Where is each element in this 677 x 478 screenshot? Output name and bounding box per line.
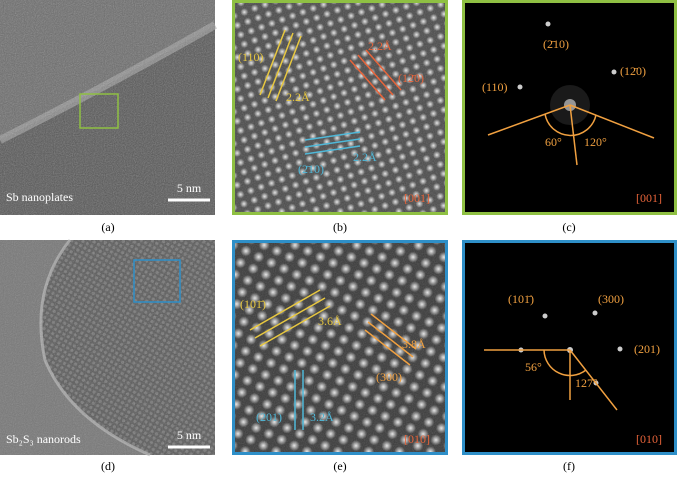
annotation: (12̄0) bbox=[398, 71, 424, 85]
annotation: (201) bbox=[256, 410, 282, 424]
annotation: (201) bbox=[634, 342, 660, 356]
panel-e: (101̄) 3.6Å 3.8Å (300) (201) 3.2Å [010] bbox=[232, 240, 448, 455]
annotation: 127° bbox=[575, 376, 598, 390]
annotation: 3.2Å bbox=[310, 410, 334, 424]
caption: (e) bbox=[333, 459, 346, 473]
annotation: 56° bbox=[525, 360, 542, 374]
caption: (b) bbox=[333, 220, 347, 234]
panel-d: Sb₂S₃ nanorods 5 nm bbox=[0, 239, 215, 457]
panel-label: Sb₂S₃ nanorods bbox=[6, 432, 81, 446]
annotation: (300) bbox=[598, 292, 624, 306]
caption: (a) bbox=[101, 220, 114, 234]
scale-bar-label: 5 nm bbox=[177, 428, 202, 442]
caption: (f) bbox=[563, 459, 575, 473]
caption: (c) bbox=[562, 220, 575, 234]
annotation: 2.2Å bbox=[353, 150, 377, 164]
caption: (d) bbox=[101, 459, 115, 473]
annotation: (101̄) bbox=[240, 297, 266, 311]
scale-bar-label: 5 nm bbox=[177, 181, 202, 195]
annotation: 60° bbox=[545, 135, 562, 149]
panel-label: Sb nanoplates bbox=[6, 190, 73, 204]
panel-a: Sb nanoplates 5 nm bbox=[0, 0, 217, 215]
annotation: (12̄0) bbox=[620, 64, 646, 78]
zone-axis: [010] bbox=[404, 432, 430, 446]
annotation: 2.2Å bbox=[368, 39, 392, 53]
zone-axis: [001] bbox=[404, 191, 430, 205]
annotation: 3.6Å bbox=[318, 314, 342, 328]
annotation: (110) bbox=[482, 80, 508, 94]
panel-f: (101̄) (300) (201) 56° 127° [010] bbox=[462, 240, 677, 455]
zone-axis: [001] bbox=[636, 191, 662, 205]
annotation: (300) bbox=[376, 370, 402, 384]
annotation: (101̄) bbox=[508, 292, 534, 306]
annotation: (110) bbox=[238, 50, 264, 64]
annotation: 3.8Å bbox=[402, 337, 426, 351]
annotation: 2.2Å bbox=[286, 90, 310, 104]
panel-c: (2̄10) (12̄0) (110) 60° 120° [001] bbox=[462, 0, 677, 215]
annotation: (2̄10) bbox=[298, 162, 324, 176]
annotation: 120° bbox=[584, 135, 607, 149]
annotation: (2̄10) bbox=[543, 37, 569, 51]
panel-b: (110) 2.2Å 2.2Å (12̄0) (2̄10) 2.2Å [001] bbox=[232, 0, 448, 215]
zone-axis: [010] bbox=[636, 432, 662, 446]
